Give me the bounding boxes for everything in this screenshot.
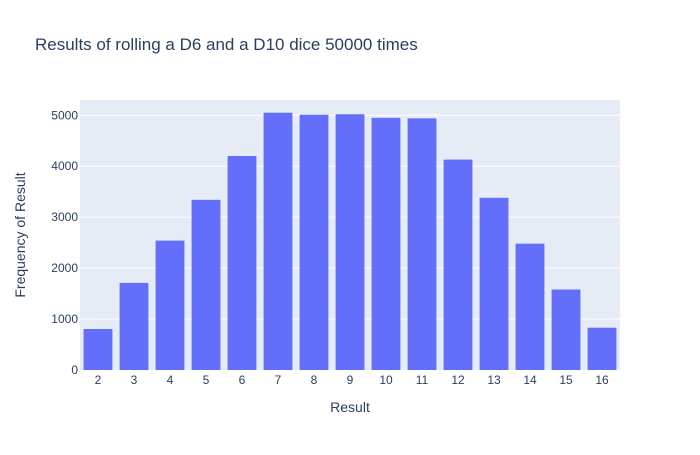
bar-3 bbox=[119, 282, 149, 370]
bar-7 bbox=[263, 112, 293, 371]
y-tick-label: 1000 bbox=[51, 312, 78, 326]
y-tick-label: 4000 bbox=[51, 159, 78, 173]
x-tick-label: 11 bbox=[416, 373, 429, 387]
x-tick-label: 15 bbox=[559, 373, 573, 387]
x-tick-label: 5 bbox=[203, 373, 210, 387]
bar-8 bbox=[299, 114, 329, 370]
x-tick-label: 6 bbox=[239, 373, 246, 387]
chart-title: Results of rolling a D6 and a D10 dice 5… bbox=[35, 35, 418, 54]
bar-9 bbox=[335, 114, 365, 370]
x-tick-label: 2 bbox=[95, 373, 102, 387]
x-tick-label: 10 bbox=[379, 373, 393, 387]
bar-14 bbox=[515, 243, 545, 370]
y-tick-label: 0 bbox=[71, 363, 78, 377]
bar-15 bbox=[551, 289, 581, 370]
bar-5 bbox=[191, 199, 221, 370]
y-tick-label: 2000 bbox=[51, 261, 78, 275]
x-tick-label: 16 bbox=[595, 373, 609, 387]
bar-13 bbox=[479, 197, 509, 370]
x-tick-label: 3 bbox=[131, 373, 138, 387]
bar-11 bbox=[407, 118, 437, 370]
y-tick-label: 5000 bbox=[51, 108, 78, 122]
y-axis-title: Frequency of Result bbox=[12, 172, 28, 297]
bar-2 bbox=[83, 328, 113, 370]
bar-16 bbox=[587, 327, 617, 370]
x-tick-label: 7 bbox=[275, 373, 282, 387]
x-tick-label: 8 bbox=[311, 373, 318, 387]
x-tick-label: 12 bbox=[451, 373, 465, 387]
x-tick-label: 9 bbox=[347, 373, 354, 387]
bar-10 bbox=[371, 117, 401, 370]
x-tick-label: 14 bbox=[523, 373, 537, 387]
y-tick-label: 3000 bbox=[51, 210, 78, 224]
y-axis-ticks: 0 1000 2000 3000 4000 5000 bbox=[51, 108, 78, 377]
x-tick-label: 13 bbox=[487, 373, 501, 387]
bar-4 bbox=[155, 240, 185, 370]
bar-6 bbox=[227, 156, 257, 370]
bar-12 bbox=[443, 159, 473, 370]
bars bbox=[83, 112, 617, 371]
x-axis-ticks: 2 3 4 5 6 7 8 9 10 11 12 13 14 15 16 bbox=[95, 373, 609, 387]
x-tick-label: 4 bbox=[167, 373, 174, 387]
x-axis-title: Result bbox=[330, 399, 370, 415]
